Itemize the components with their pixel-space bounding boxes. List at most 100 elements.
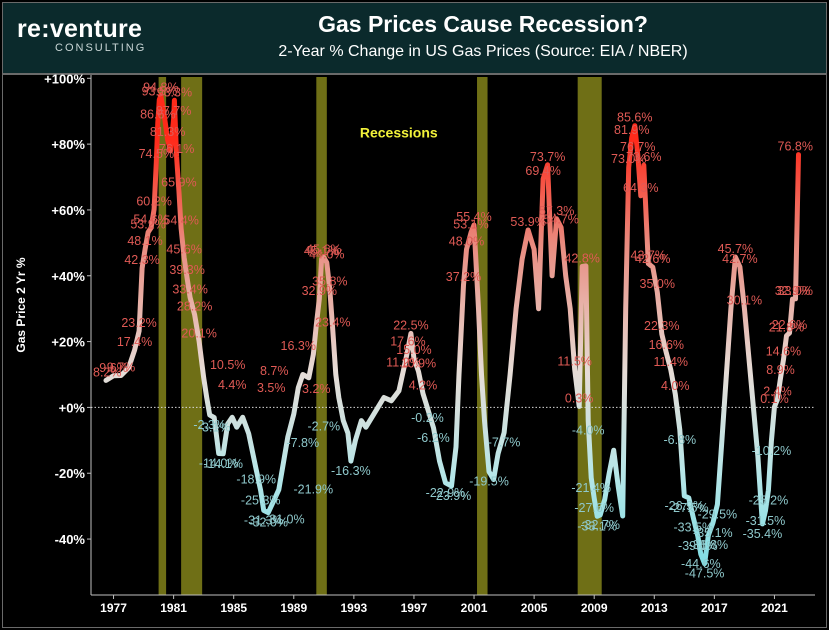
y-tick-label: -20% xyxy=(55,466,86,481)
data-label: 45.6% xyxy=(166,242,201,256)
data-label: 20.1% xyxy=(181,326,216,340)
data-label: 42.3% xyxy=(124,253,159,267)
data-label: 2.4% xyxy=(763,385,792,399)
data-label: 22.6% xyxy=(772,318,807,332)
data-label: -0.2% xyxy=(411,411,444,425)
data-label: 76.8% xyxy=(778,140,813,154)
data-label: 64.3% xyxy=(623,181,658,195)
data-label: 45.1% xyxy=(304,244,339,258)
data-label: -31.0% xyxy=(265,512,305,526)
y-tick-label: +0% xyxy=(59,400,86,415)
data-label: 81.3% xyxy=(150,125,185,139)
recession-band xyxy=(181,77,203,595)
data-label: 21.8% xyxy=(769,321,804,335)
chart-title: Gas Prices Cause Recession? xyxy=(318,11,648,37)
x-tick-label: 1997 xyxy=(401,601,428,615)
data-label: 60.2% xyxy=(136,194,171,208)
data-label: 11.4% xyxy=(654,355,689,369)
x-tick-label: 2013 xyxy=(641,601,668,615)
data-label: 9.7% xyxy=(107,360,136,374)
data-label: -3.1% xyxy=(198,421,231,435)
data-label: 16.6% xyxy=(649,338,684,352)
data-label: 45.6% xyxy=(306,242,341,256)
data-label: 39.3% xyxy=(169,263,204,277)
data-label: 11.2% xyxy=(386,356,421,370)
data-label: 53.9% xyxy=(510,215,545,229)
data-label: 73.7% xyxy=(530,150,565,164)
data-label: 74.5% xyxy=(139,147,174,161)
data-label: -47.5% xyxy=(685,567,725,581)
gas-price-line xyxy=(103,92,801,567)
data-label: -14.0% xyxy=(199,456,239,470)
data-label: 53.1% xyxy=(453,218,488,232)
data-label: -19.5% xyxy=(469,475,509,489)
data-label: 8.2% xyxy=(93,365,122,379)
y-tick-label: +80% xyxy=(51,137,85,152)
data-label: 0.1% xyxy=(760,392,789,406)
y-tick-label: +60% xyxy=(51,203,85,218)
data-label: -16.3% xyxy=(331,464,371,478)
data-label: -27.6% xyxy=(574,501,614,515)
data-label: -26.9% xyxy=(665,499,705,513)
data-label: -22.9% xyxy=(426,486,466,500)
data-label: -21.9% xyxy=(294,482,334,496)
data-label: 37.2% xyxy=(446,270,481,284)
data-label: 76.7% xyxy=(620,140,655,154)
data-label: 17.4% xyxy=(117,335,152,349)
data-label: 10.9% xyxy=(401,357,436,371)
x-tick-label: 1985 xyxy=(220,601,247,615)
data-label: 3.5% xyxy=(257,381,286,395)
x-tick-label: 1989 xyxy=(280,601,307,615)
data-label: -33.5% xyxy=(674,521,714,535)
data-label: -39.1% xyxy=(678,539,718,553)
data-label: 53.2% xyxy=(130,217,165,231)
data-label: 3.2% xyxy=(302,382,331,396)
data-label: -31.5% xyxy=(746,514,786,528)
data-label: 17.6% xyxy=(390,334,425,348)
data-label: 73.0% xyxy=(611,152,646,166)
x-tick-label: 1993 xyxy=(341,601,368,615)
data-label: 54.6% xyxy=(133,213,168,227)
data-label: 4.0% xyxy=(661,379,690,393)
data-label: -32.0% xyxy=(248,516,288,530)
data-label: 48.1% xyxy=(127,234,162,248)
y-axis-label: Gas Price 2 Yr % xyxy=(14,257,28,353)
data-label: 43.7% xyxy=(631,249,666,263)
data-label: 42.8% xyxy=(564,252,599,266)
y-tick-label: +20% xyxy=(51,335,85,350)
recession-band xyxy=(158,77,167,595)
data-label: -7.8% xyxy=(286,436,319,450)
data-label: -18.9% xyxy=(236,473,276,487)
data-label: -2.7% xyxy=(307,419,340,433)
data-label: 35.8% xyxy=(312,275,347,289)
data-label: 35.0% xyxy=(640,277,675,291)
data-label: 9.6% xyxy=(99,361,128,375)
data-label: -35.1% xyxy=(693,526,733,540)
data-label: 93.5% xyxy=(142,85,177,99)
chart-header: re:venture CONSULTING Gas Prices Cause R… xyxy=(3,3,826,75)
data-label: -32.7% xyxy=(580,518,620,532)
data-label: -4.0% xyxy=(572,424,605,438)
x-tick-label: 1981 xyxy=(160,601,187,615)
data-label: -2.3% xyxy=(193,418,226,432)
data-label: -38.8% xyxy=(689,538,729,552)
x-tick-label: 2021 xyxy=(761,601,788,615)
data-label: 0.3% xyxy=(565,391,594,405)
data-label: -31.3% xyxy=(244,513,284,527)
data-label: -35.4% xyxy=(743,527,783,541)
data-label: 11.5% xyxy=(557,355,592,369)
chart-subtitle: 2-Year % Change in US Gas Prices (Source… xyxy=(278,43,688,60)
data-label: -29.5% xyxy=(698,507,738,521)
data-label: 54.7% xyxy=(543,212,578,226)
data-label: 73.6% xyxy=(626,150,661,164)
data-label: 23.4% xyxy=(315,315,350,329)
data-label: -6.2% xyxy=(417,431,450,445)
x-tick-label: 1977 xyxy=(100,601,127,615)
series-line xyxy=(103,92,801,567)
data-label: 42.6% xyxy=(635,252,670,266)
data-label: -14.1% xyxy=(203,457,243,471)
data-label: 54.4% xyxy=(163,213,198,227)
x-tick-label: 2005 xyxy=(521,601,548,615)
data-label: -44.6% xyxy=(681,557,721,571)
